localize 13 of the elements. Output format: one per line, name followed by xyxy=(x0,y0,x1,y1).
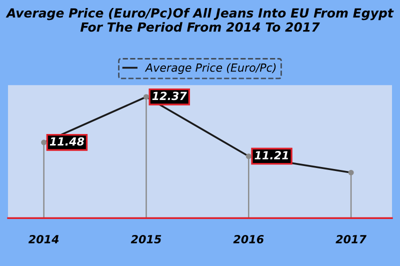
point xyxy=(246,153,252,159)
x-tick-label: 2016 xyxy=(233,234,264,244)
legend-label: Average Price (Euro/Pc) xyxy=(144,63,276,74)
x-tick-label: 2014 xyxy=(28,234,59,244)
x-tick-label: 2015 xyxy=(130,234,162,244)
point xyxy=(348,170,354,176)
x-tick-label: 2017 xyxy=(336,234,366,244)
point xyxy=(41,140,47,146)
point xyxy=(143,94,150,100)
data-label: 12.37 xyxy=(152,92,187,100)
chart-title: Average Price (Euro/Pc)Of All Jeans Into EU From Egypt For The Period From 2014 To 2017 xyxy=(6,8,394,32)
data-label: 11.48 xyxy=(50,137,84,146)
data-label: 11.21 xyxy=(254,151,288,160)
